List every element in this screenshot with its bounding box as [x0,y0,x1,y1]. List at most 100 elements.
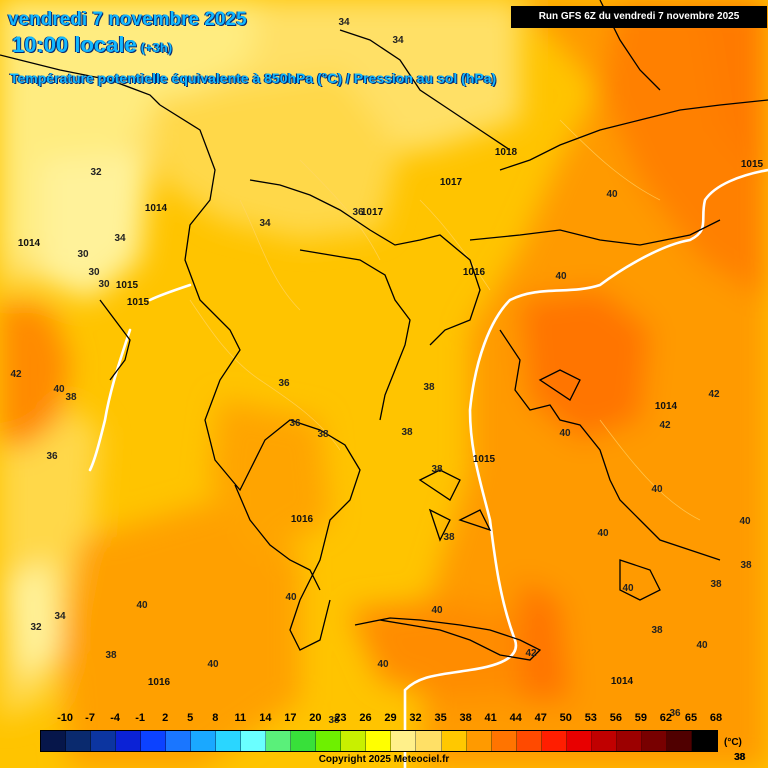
theta-label: 38 [710,579,722,590]
theta-label: 36 [352,207,364,218]
theta-label: 38 [401,427,413,438]
theta-label: 30 [98,279,110,290]
theta-label: 40 [739,516,751,527]
theta-label: 36 [289,418,301,429]
legend-tick: 38 [459,712,472,724]
legend-tick: 11 [234,712,247,724]
theta-label: 40 [207,659,219,670]
legend-tick: 50 [559,712,572,724]
forecast-time-value: 10:00 locale [12,32,137,57]
theta-label: 40 [555,271,567,282]
theta-label: 40 [696,640,708,651]
theta-label: 36 [669,708,681,719]
theta-label: 38 [65,392,77,403]
pressure-label: 1015 [127,297,150,308]
theta-label: 34 [54,611,66,622]
theta-label: 38 [734,752,746,763]
legend-tick: 59 [634,712,647,724]
legend-swatch [641,731,667,751]
theta-label: 40 [622,583,634,594]
legend-tick: 14 [259,712,272,724]
pressure-label: 1014 [145,203,168,214]
theta-label: 40 [431,605,443,616]
pressure-label: 1014 [611,676,634,687]
theta-label: 38 [317,429,329,440]
theta-label: 42 [708,389,720,400]
theta-label: 40 [285,592,297,603]
map-subtitle: Température potentielle équivalente à 85… [10,70,497,86]
theta-label: 38 [105,650,117,661]
theta-label: 30 [77,249,89,260]
terrain-texture [189,119,701,521]
legend-tick: 62 [659,712,673,724]
legend-tick: -10 [57,712,73,724]
legend-swatch [241,731,267,751]
theta-label: 40 [559,428,571,439]
legend-swatch [516,731,542,751]
theta-label: 40 [651,484,663,495]
theta-label: 36 [46,451,58,462]
isobars [88,168,768,768]
theta-label: 38 [423,382,435,393]
legend-swatch [691,731,717,751]
legend-swatch [166,731,192,751]
legend-swatch [66,731,92,751]
theta-label: 34 [392,35,404,46]
legend-swatch [441,731,467,751]
legend-swatch [566,731,592,751]
pressure-label: 1018 [495,147,518,158]
legend-swatch [416,731,442,751]
legend-swatch [616,731,642,751]
legend-color-bar [40,730,718,752]
theta-label: 32 [30,622,42,633]
legend-swatch [541,731,567,751]
legend-extra-label: 38 [734,752,746,763]
legend-tick: 47 [534,712,547,724]
theta-label: 40 [53,384,65,395]
legend-tick: 53 [584,712,597,724]
legend-unit: (°C) [724,737,742,748]
legend-swatch [141,731,167,751]
pressure-label: 1014 [655,401,678,412]
legend-swatch [491,731,517,751]
legend-swatch [216,731,242,751]
pressure-label: 1015 [741,159,764,170]
theta-label: 42 [659,420,671,431]
theta-label: 38 [651,625,663,636]
theta-label: 34 [114,233,126,244]
legend-tick-labels: -10 -7 -4 -1 2 5 8 11 14 17 20 23 26 29 32 35 38 41 44 47 50… [0,712,768,728]
legend-swatch [41,731,67,751]
legend-tick: 17 [284,712,297,724]
legend-tick: 68 [709,712,723,724]
legend-swatch [366,731,392,751]
theta-label: 38 [443,532,455,543]
theta-label: 42 [10,369,22,380]
legend-tick: 35 [434,712,447,724]
legend-swatch [666,731,692,751]
legend-swatch [466,731,492,751]
legend-swatch [291,731,317,751]
legend-swatch [341,731,367,751]
theta-label: 42 [525,648,537,659]
legend-tick: 29 [384,712,397,724]
legend-tick: -4 [110,712,120,724]
legend-tick: 32 [409,712,422,724]
legend-swatch [591,731,617,751]
legend-tick: 65 [684,712,698,724]
legend-tick: 41 [484,712,497,724]
copyright: Copyright 2025 Meteociel.fr [318,754,450,765]
forecast-offset: (+3h) [140,40,173,55]
legend-tick: -1 [135,712,146,724]
theta-label: 40 [597,528,609,539]
pressure-label: 1017 [440,177,463,188]
pressure-label: 1015 [473,454,496,465]
run-info: Run GFS 6Z du vendredi 7 novembre 2025 [511,6,767,28]
forecast-time: 10:00 locale (+3h) [12,32,172,58]
legend-swatch [116,731,142,751]
legend-tick: -7 [85,712,95,724]
pressure-labels: 1014 1014 1015 1015 1017 1017 1018 1015 1016 1014… [18,147,764,688]
legend-tick: 26 [359,712,372,724]
legend-tick: 2 [162,712,169,724]
